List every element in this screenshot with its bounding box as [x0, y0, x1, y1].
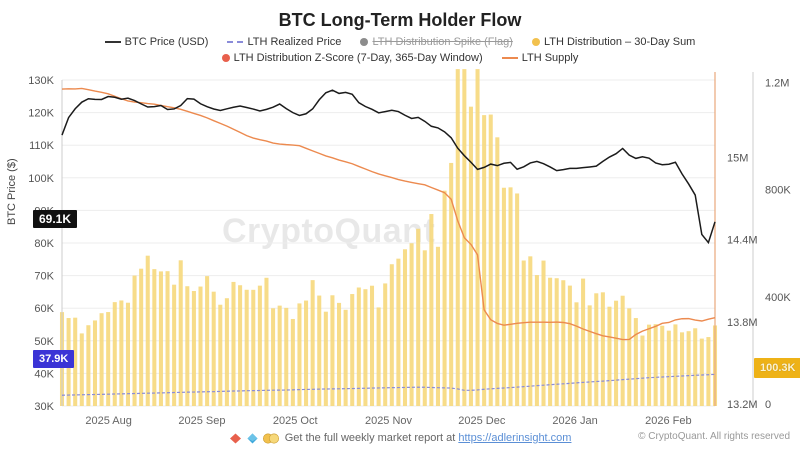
svg-text:400K: 400K [765, 292, 791, 304]
svg-text:13.2M: 13.2M [727, 399, 758, 411]
svg-text:1.2M: 1.2M [765, 77, 789, 89]
svg-text:50K: 50K [34, 336, 54, 348]
svg-text:40K: 40K [34, 368, 54, 380]
svg-text:13.8M: 13.8M [727, 317, 758, 329]
svg-text:130K: 130K [28, 75, 54, 87]
svg-text:800K: 800K [765, 185, 791, 197]
svg-text:30K: 30K [34, 401, 54, 413]
svg-text:15M: 15M [727, 153, 748, 165]
svg-text:2026 Feb: 2026 Feb [645, 415, 691, 427]
svg-text:120K: 120K [28, 108, 54, 120]
svg-text:2025 Nov: 2025 Nov [365, 415, 413, 427]
svg-text:2025 Oct: 2025 Oct [273, 415, 318, 427]
svg-text:2025 Dec: 2025 Dec [458, 415, 506, 427]
svg-text:60K: 60K [34, 303, 54, 315]
svg-text:2025 Aug: 2025 Aug [85, 415, 132, 427]
svg-text:100K: 100K [28, 173, 54, 185]
svg-text:2026 Jan: 2026 Jan [552, 415, 597, 427]
svg-text:0: 0 [765, 399, 771, 411]
svg-text:80K: 80K [34, 238, 54, 250]
svg-text:70K: 70K [34, 271, 54, 283]
svg-text:2025 Sep: 2025 Sep [178, 415, 225, 427]
svg-text:110K: 110K [29, 140, 55, 152]
svg-text:14.4M: 14.4M [727, 235, 758, 247]
